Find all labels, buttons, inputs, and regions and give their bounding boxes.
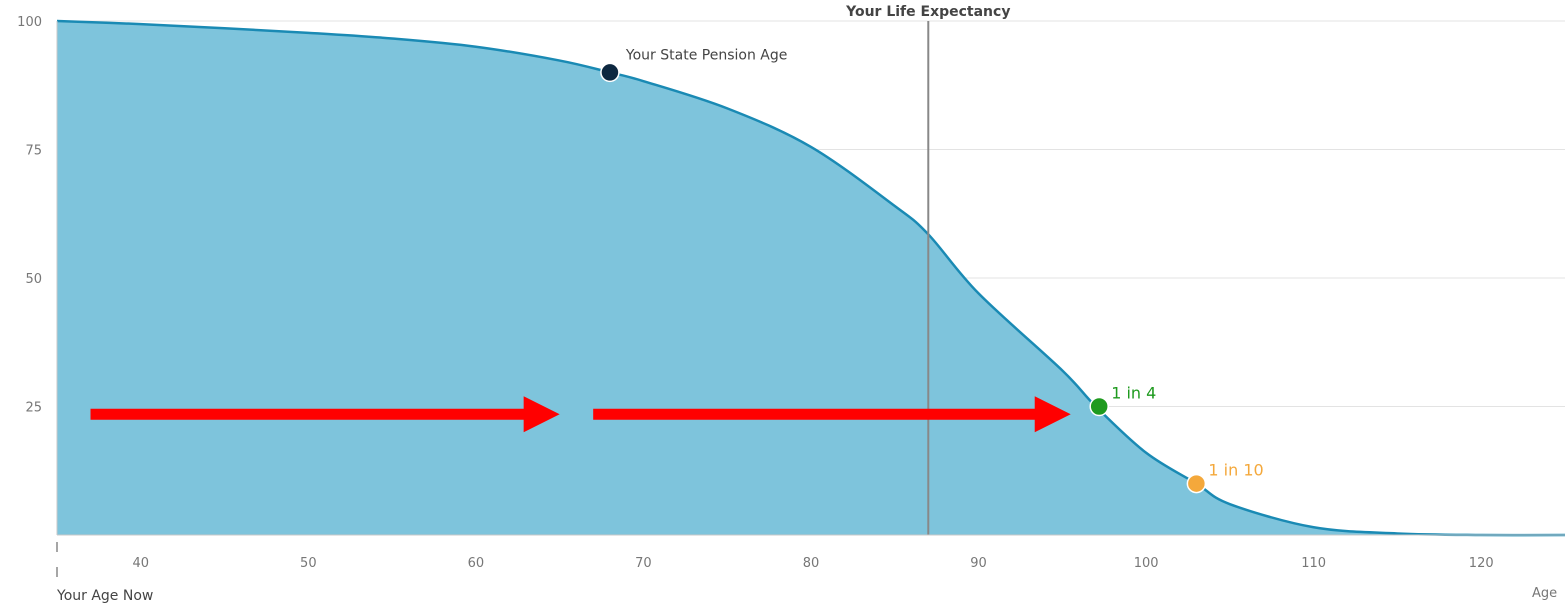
annotation-arrows	[90, 396, 1071, 433]
marker-point	[1186, 473, 1207, 494]
marker-point	[1089, 396, 1109, 417]
x-tick-label: 90	[970, 556, 987, 571]
marker-label: 1 in 10	[1208, 461, 1263, 480]
survival-line	[56, 19, 1566, 537]
x-tick-label: 110	[1301, 556, 1326, 571]
axes	[56, 21, 1565, 577]
marker-label: Your State Pension Age	[625, 47, 787, 63]
marker-label: 1 in 4	[1111, 384, 1156, 403]
y-tick-label: 100	[17, 15, 42, 30]
y-tick-label: 75	[25, 144, 42, 159]
y-tick-label: 50	[25, 272, 42, 287]
x-tick-label: 100	[1134, 556, 1159, 571]
series-area	[56, 19, 1566, 537]
markers	[600, 62, 1207, 494]
age-now-label: Your Age Now	[56, 588, 153, 604]
arrow-head	[1034, 396, 1071, 433]
x-tick-label: 120	[1469, 556, 1494, 571]
life-expectancy-label: Your Life Expectancy	[845, 4, 1010, 20]
x-tick-label: 60	[468, 556, 485, 571]
labels: 25 50 75 100 Your Life Expectancy 40 50 60 70 80 9…	[17, 4, 1557, 604]
survival-area	[57, 21, 1565, 536]
x-tick-label: 80	[803, 556, 820, 571]
arrow-head	[523, 396, 560, 433]
x-tick-label: 50	[300, 556, 317, 571]
marker-point	[600, 62, 620, 83]
x-axis-title: Age	[1532, 586, 1557, 601]
y-tick-label: 25	[25, 401, 42, 416]
x-tick-label: 70	[635, 556, 652, 571]
x-tick-label: 40	[133, 556, 150, 571]
